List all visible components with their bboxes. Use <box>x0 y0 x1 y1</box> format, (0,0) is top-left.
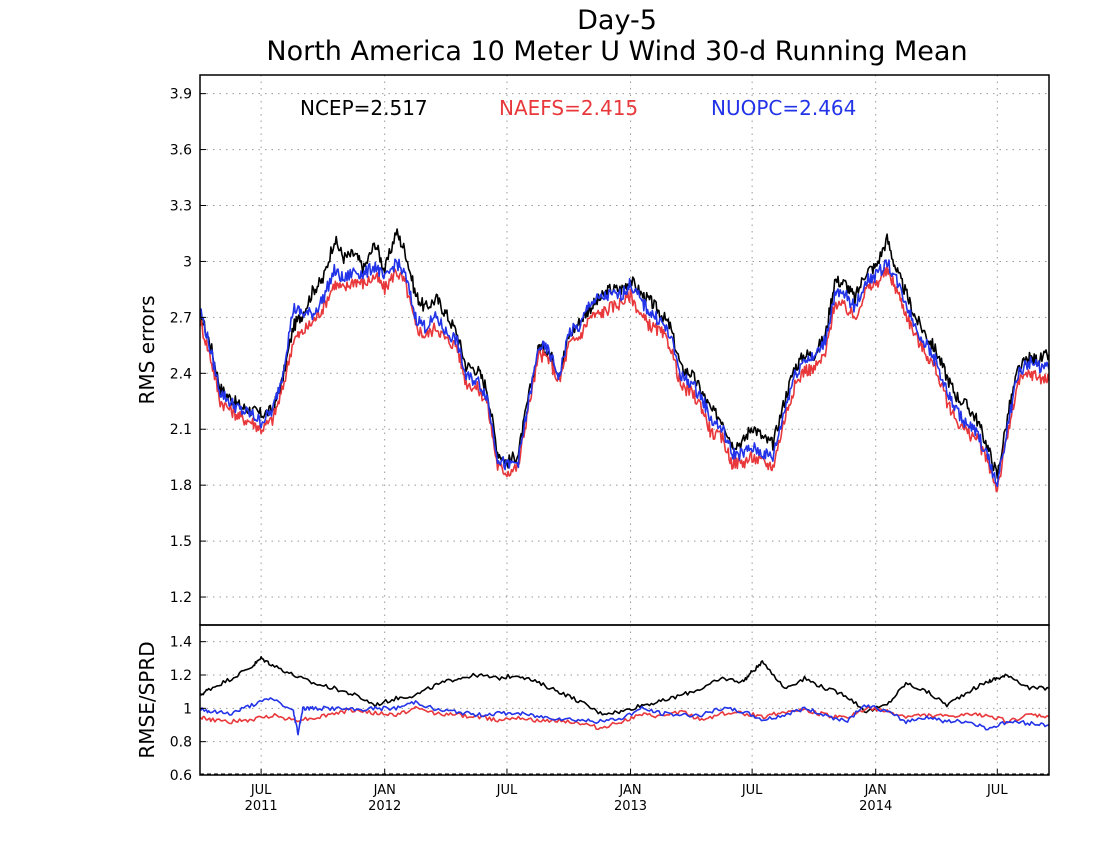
x-tick-year-label: 2012 <box>368 799 401 814</box>
legend-nuopc: NUOPC=2.464 <box>711 96 856 120</box>
rms-y-tick-label: 1.8 <box>170 478 192 494</box>
x-tick-label: JAN <box>618 783 641 798</box>
rms-y-tick-label: 2.7 <box>170 310 192 326</box>
rms-y-tick-label: 2.4 <box>170 366 192 382</box>
chart-title: Day-5 <box>577 5 657 36</box>
x-tick-label: JUL <box>986 783 1008 798</box>
x-tick-year-label: 2014 <box>859 799 892 814</box>
ratio-gridlines <box>200 625 1049 775</box>
ratio-y-tick-label: 1.4 <box>170 635 192 651</box>
rms-series-lines <box>199 228 1050 493</box>
ratio-series-nuopc <box>199 697 1050 736</box>
x-tick-label: JUL <box>741 783 763 798</box>
rms-y-tick-label: 3.9 <box>170 87 192 103</box>
rms-series-naefs <box>199 263 1050 493</box>
rms-y-tick-label: 1.2 <box>170 590 192 606</box>
legend-ncep: NCEP=2.517 <box>300 96 428 120</box>
ratio-y-tick-label: 1 <box>183 701 192 717</box>
rms-panel: 1.21.51.82.12.42.733.33.63.9 RMS errors … <box>135 74 1050 626</box>
chart-subtitle: North America 10 Meter U Wind 30-d Runni… <box>266 36 967 67</box>
ratio-y-tick-label: 0.6 <box>170 768 192 784</box>
x-tick-label: JUL <box>250 783 272 798</box>
rms-y-tick-labels: 1.2 1.5 1.8 2.1 2.4 2.7 3 3.3 3.6 3.9 <box>170 87 206 606</box>
x-tick-label: JAN <box>864 783 887 798</box>
x-tick-year-label: 2013 <box>614 799 647 814</box>
x-tick-label: JUL <box>496 783 518 798</box>
ratio-y-tick-labels: 0.6 0.8 1 1.2 1.4 <box>170 635 206 784</box>
rms-series-ncep <box>199 228 1050 479</box>
ratio-series-lines <box>199 656 1050 736</box>
chart-legend: NCEP=2.517 NAEFS=2.415 NUOPC=2.464 <box>300 96 856 120</box>
ratio-panel: 0.6 0.8 1 1.2 1.4 RMSE/SPRD <box>135 624 1050 784</box>
rms-y-tick-label: 2.1 <box>170 422 192 438</box>
ratio-y-tick-label: 0.8 <box>170 735 192 751</box>
rms-y-axis-label: RMS errors <box>135 295 159 404</box>
ratio-y-axis-label: RMSE/SPRD <box>135 641 159 758</box>
legend-naefs: NAEFS=2.415 <box>499 96 638 120</box>
x-tick-year-label: 2011 <box>245 799 278 814</box>
rms-gridlines <box>200 75 1049 625</box>
ratio-y-tick-label: 1.2 <box>170 668 192 684</box>
ratio-plot-frame <box>199 624 1050 776</box>
rms-y-tick-label: 1.5 <box>170 534 192 550</box>
rms-y-tick-label: 3.3 <box>170 199 192 215</box>
ratio-series-naefs <box>199 705 1050 731</box>
x-tick-label: JAN <box>373 783 396 798</box>
rms-y-tick-label: 3 <box>183 254 192 270</box>
rms-series-nuopc <box>199 258 1050 488</box>
ratio-series-ncep <box>199 656 1050 716</box>
rms-y-tick-label: 3.6 <box>170 143 192 159</box>
